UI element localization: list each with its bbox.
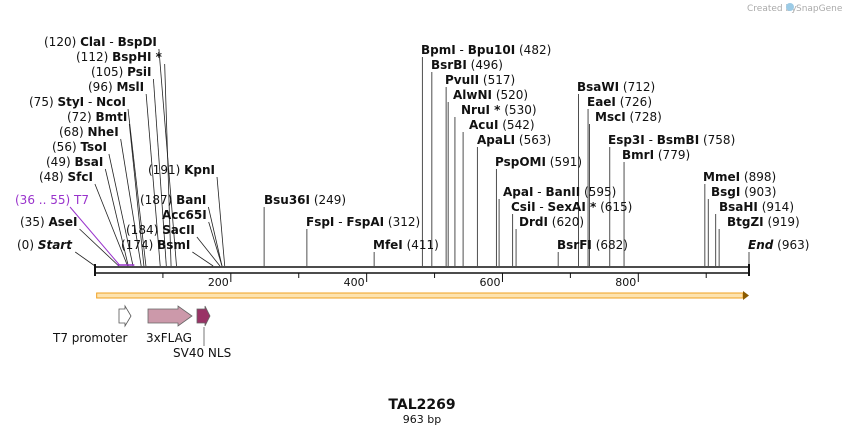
plasmid-name: TAL2269 (388, 397, 455, 413)
site-esp3I[interactable]: Esp3I - BsmBI (758) (608, 133, 735, 147)
connector-kpnI (216, 176, 226, 267)
site-psiI[interactable]: (105) PsiI (91, 65, 151, 79)
site-bsmI[interactable]: (174) BsmI (121, 238, 190, 252)
site-bsaWI[interactable]: BsaWI (712) (577, 80, 655, 94)
site-bsphI[interactable]: (112) BspHI * (76, 50, 163, 64)
site-btgZI[interactable]: BtgZI (919) (727, 215, 800, 229)
site-bsrBI[interactable]: BsrBI (496) (431, 58, 503, 72)
primer-t7[interactable] (69, 206, 135, 266)
site-sacII[interactable]: (184) SacII (126, 223, 195, 237)
site-bsgI[interactable]: BsgI (903) (711, 185, 776, 199)
site-apaLI[interactable]: ApaLI (563) (477, 133, 551, 147)
orf-body[interactable] (96, 292, 744, 299)
connector-psiI (153, 78, 167, 267)
site-mmeI[interactable]: MmeI (898) (703, 170, 776, 184)
site-banI[interactable]: (187) BanI (140, 193, 206, 207)
site-claI[interactable]: (120) ClaI - BspDI (44, 35, 157, 49)
primer-connector (69, 206, 120, 266)
site-mfeI[interactable]: MfeI (411) (373, 238, 439, 252)
primer-label[interactable]: (36 .. 55) T7 (15, 193, 89, 207)
ruler-label: 600 (479, 276, 500, 289)
connector-bsmI (192, 251, 214, 267)
feature-label-sv40-nls: SV40 NLS (173, 346, 231, 360)
site-nheI[interactable]: (68) NheI (59, 125, 119, 139)
orf-bar[interactable] (96, 291, 749, 300)
connector-bsaI (104, 168, 129, 267)
site-csiI[interactable]: CsiI - SexAI * (615) (511, 200, 632, 214)
ruler-label: 200 (208, 276, 229, 289)
site-pvuII[interactable]: PvuII (517) (445, 73, 515, 87)
ruler: 200 400 600 800 (162, 273, 707, 289)
site-connectors (74, 48, 750, 267)
ruler-label: 400 (344, 276, 365, 289)
connector-sacII (196, 236, 221, 267)
credit-brand: SnapGene (796, 4, 843, 14)
site-acc65I[interactable]: Acc65I (162, 208, 207, 222)
site-nruI[interactable]: NruI * (530) (461, 103, 537, 117)
site-alwNI[interactable]: AlwNI (520) (453, 88, 528, 102)
site-sfcI[interactable]: (48) SfcI (39, 170, 93, 184)
site-fspI[interactable]: FspI - FspAI (312) (306, 215, 420, 229)
feature-3xflag[interactable] (147, 305, 193, 327)
ruler-label: 800 (615, 276, 636, 289)
site-eaeI[interactable]: EaeI (726) (587, 95, 652, 109)
site-bmtI[interactable]: (72) BmtI (67, 110, 127, 124)
connector-banI (207, 206, 223, 267)
feature-t7-promoter[interactable] (118, 304, 132, 328)
site-acuI[interactable]: AcuI (542) (469, 118, 535, 132)
backbone-strand (94, 266, 750, 274)
feature-label-t7-promoter: T7 promoter (52, 331, 128, 345)
orf-arrowhead-icon (743, 291, 749, 300)
site-bpmI[interactable]: BpmI - Bpu10I (482) (421, 43, 551, 57)
connector-acc65I (208, 221, 223, 267)
connector-mslI (145, 93, 161, 267)
site-bsrFI[interactable]: BsrFI (682) (557, 238, 628, 252)
site-tsoI[interactable]: (56) TsoI (52, 140, 107, 154)
connector-bmtI (128, 123, 145, 267)
feature-sv40-nls[interactable] (196, 305, 211, 327)
connector-styI (127, 108, 147, 267)
connector-bsphI (164, 63, 172, 267)
site-start[interactable]: (0) Start (17, 238, 73, 252)
connector-aseI (79, 228, 120, 267)
features (118, 304, 211, 346)
sequence-backbone (94, 264, 750, 276)
site-end[interactable]: End (963) (748, 238, 809, 252)
connector-start (74, 251, 96, 267)
snapgene-logo-icon (786, 3, 794, 11)
connector-tsoI (108, 153, 134, 267)
plasmid-length: 963 bp (403, 413, 441, 426)
site-bsu36I[interactable]: Bsu36I (249) (264, 193, 346, 207)
site-mslI[interactable]: (96) MslI (88, 80, 144, 94)
connector-sfcI (94, 183, 128, 267)
site-labels: (120) ClaI - BspDI (112) BspHI * (105) P… (15, 35, 809, 252)
site-bsaI[interactable]: (49) BsaI (46, 155, 103, 169)
connector-nheI (120, 138, 142, 267)
credit-text: Created by (747, 4, 797, 14)
site-mscI[interactable]: MscI (728) (595, 110, 662, 124)
site-drdI[interactable]: DrdI (620) (519, 215, 584, 229)
site-aseI[interactable]: (35) AseI (20, 215, 78, 229)
site-bmrI[interactable]: BmrI (779) (622, 148, 690, 162)
site-bsaHI[interactable]: BsaHI (914) (719, 200, 794, 214)
site-kpnI[interactable]: (191) KpnI (148, 163, 215, 177)
feature-label-3xflag: 3xFLAG (146, 331, 192, 345)
site-pspOMI[interactable]: PspOMI (591) (495, 155, 582, 169)
site-apaI[interactable]: ApaI - BanII (595) (503, 185, 616, 199)
site-styI[interactable]: (75) StyI - NcoI (29, 95, 126, 109)
